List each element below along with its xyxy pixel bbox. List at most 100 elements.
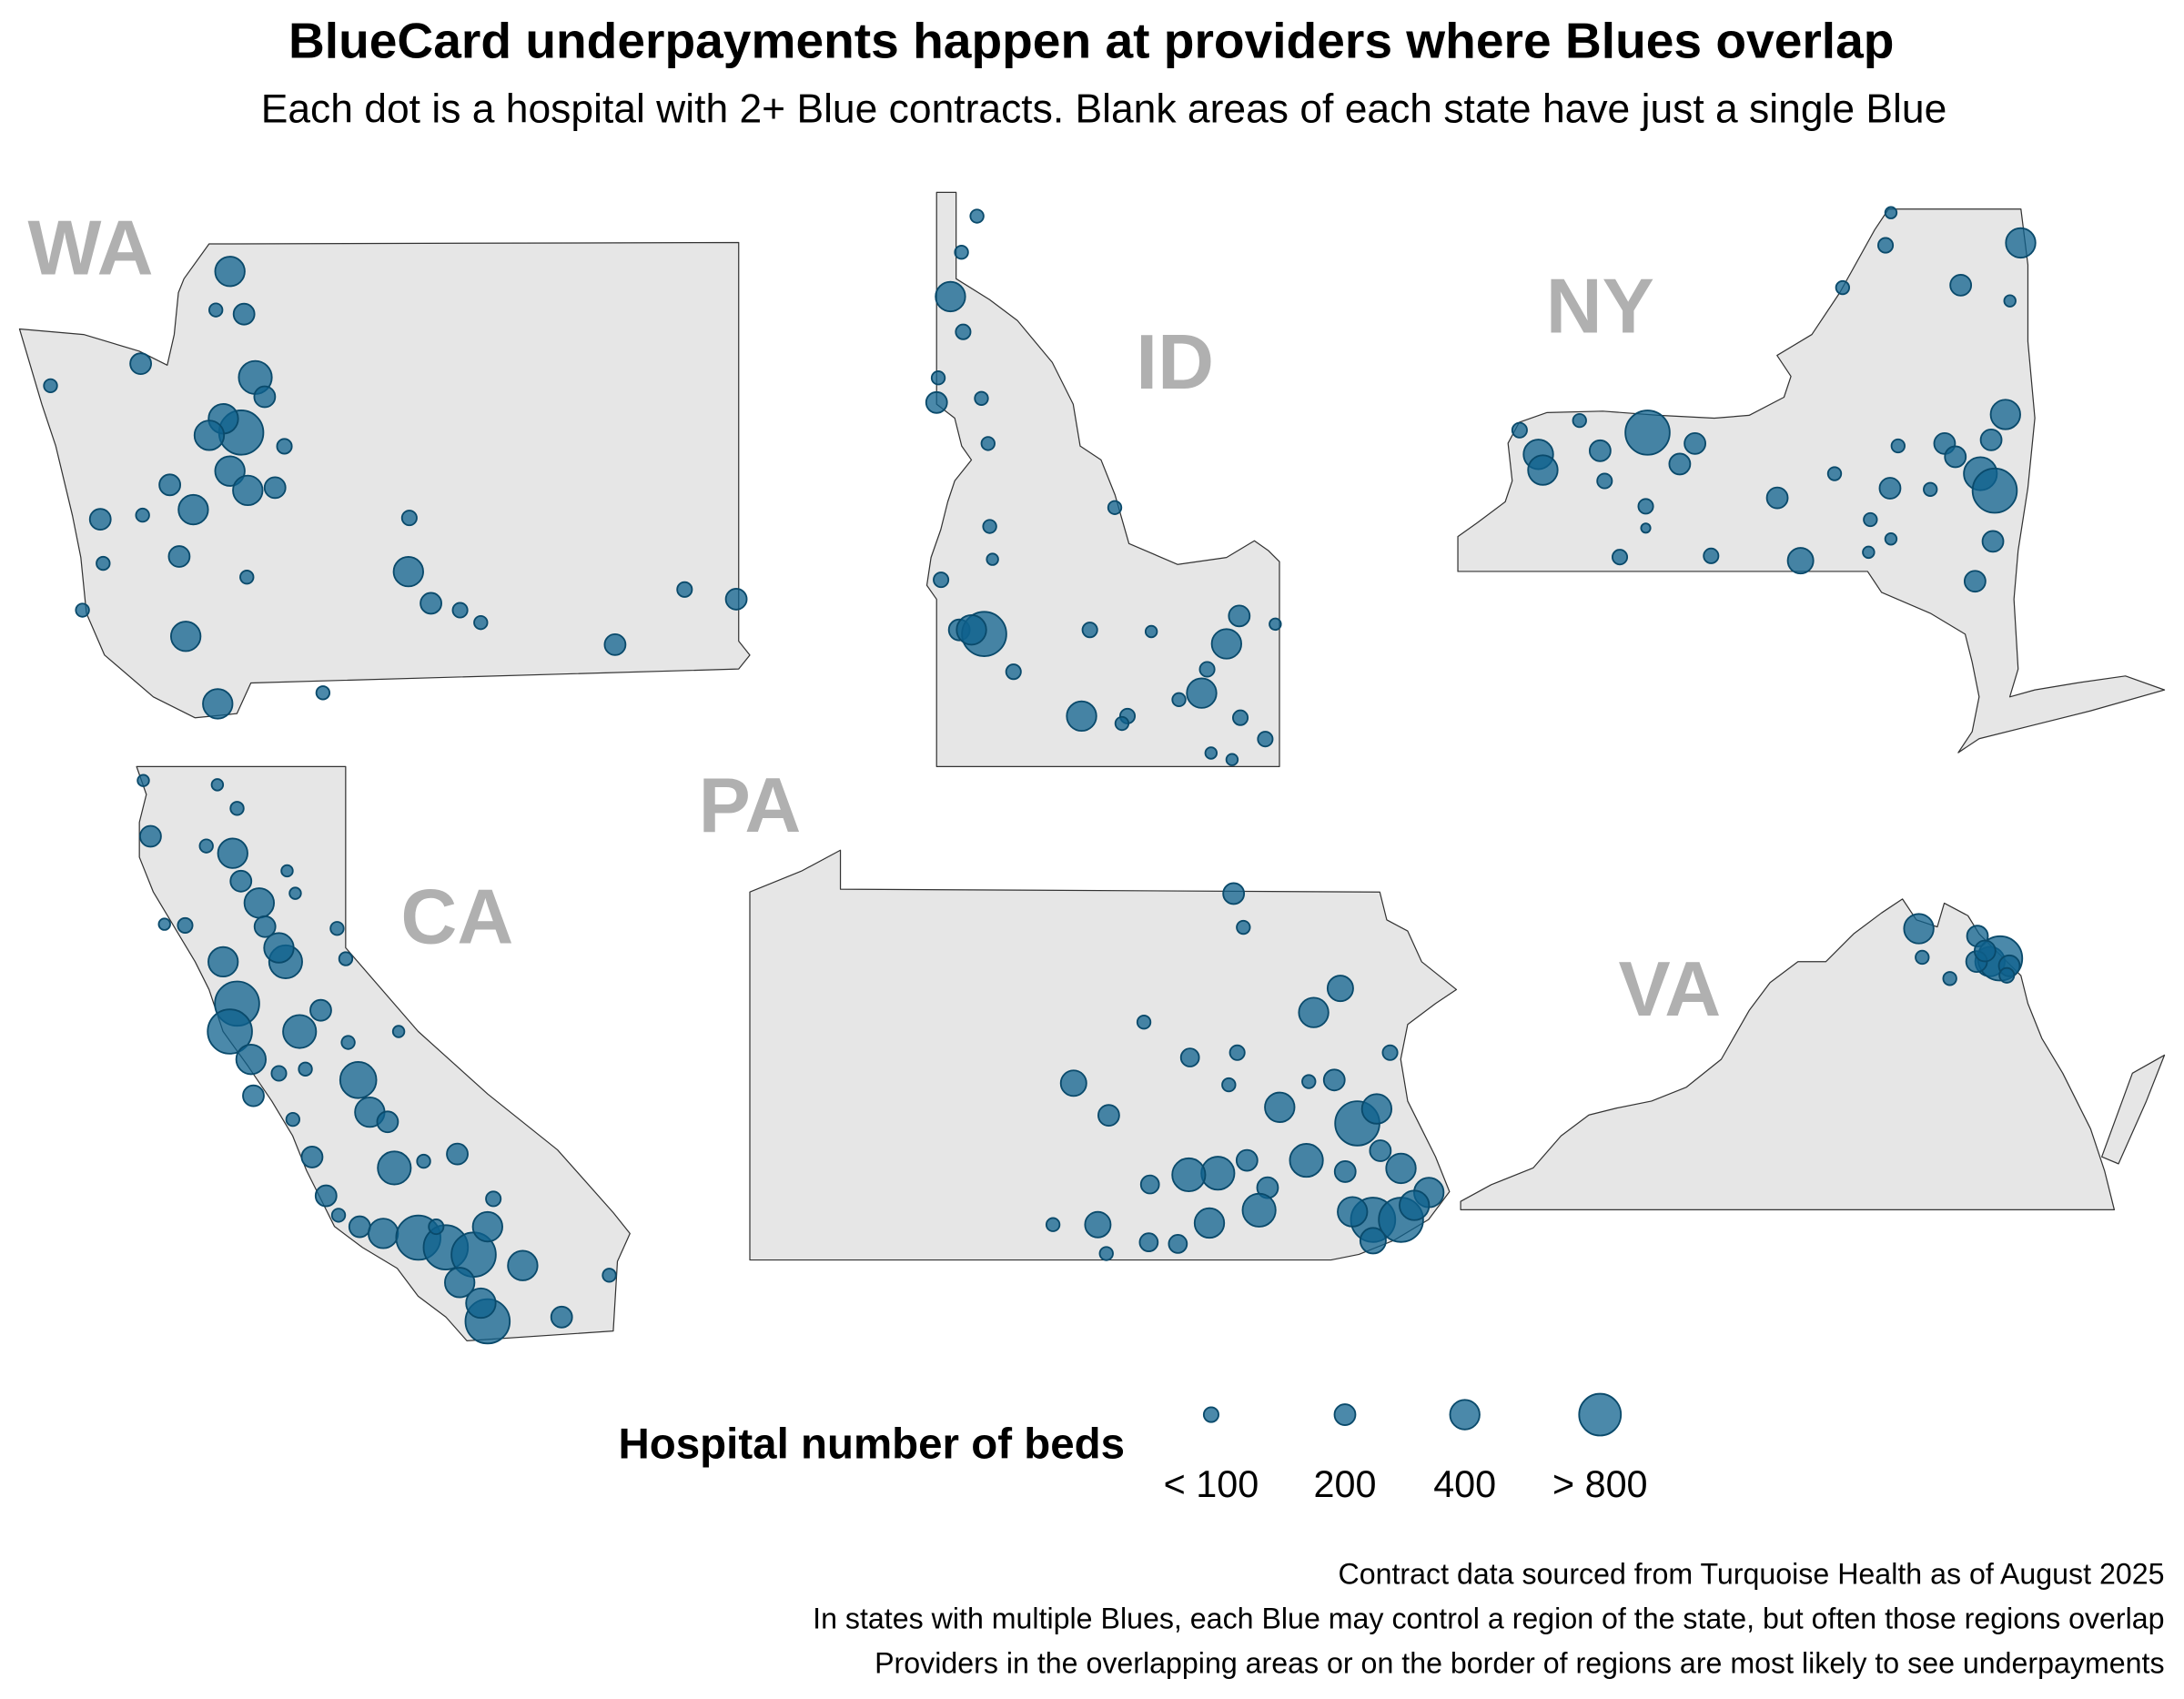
legend-dot (1333, 1403, 1357, 1426)
hospital-dot (136, 774, 150, 787)
hospital-dot (96, 555, 111, 571)
hospital-dot (420, 592, 442, 615)
state-shape (18, 241, 751, 719)
hospital-dot (300, 1146, 324, 1168)
hospital-dots (43, 206, 2037, 1345)
hospital-dot (167, 545, 191, 568)
state-label: WA (27, 204, 153, 291)
hospital-dot (348, 1215, 371, 1239)
hospital-dot (208, 302, 224, 318)
hospital-dot (974, 390, 989, 406)
hospital-dot (986, 552, 999, 566)
hospital-dot (1326, 975, 1354, 1003)
hospital-dot (1903, 913, 1935, 945)
hospital-dot (157, 917, 171, 931)
hospital-dot (270, 1065, 288, 1082)
hospital-dot (1973, 939, 1997, 963)
state-shape (136, 765, 631, 1341)
hospital-dot (1200, 1156, 1236, 1191)
hospital-dot (1360, 1093, 1393, 1125)
legend-label: > 800 (1552, 1463, 1648, 1505)
state-label: PA (699, 762, 802, 849)
hospital-dot (1257, 731, 1274, 748)
hospital-dot (1640, 522, 1652, 534)
hospital-dot (1322, 1068, 1346, 1092)
hospital-dot (1228, 604, 1251, 628)
state-label: CA (400, 874, 513, 961)
hospital-dot (1228, 1044, 1246, 1061)
hospital-dot (1884, 206, 1898, 219)
hospital-dot (507, 1249, 539, 1281)
hospital-dot (329, 921, 345, 936)
hospital-dot (1765, 486, 1789, 510)
legend-label: 200 (1313, 1463, 1376, 1505)
state-label: ID (1136, 319, 1214, 406)
hospital-dot (982, 519, 997, 534)
hospital-dot (1998, 966, 2016, 984)
hospital-dot (1923, 481, 1938, 497)
hospital-dot (217, 837, 248, 869)
chart-title: BlueCard underpayments happen at provide… (288, 13, 1895, 69)
hospital-dot (1786, 547, 1815, 575)
hospital-dot (1045, 1217, 1061, 1232)
hospital-dot (242, 1084, 265, 1107)
hospital-dot (2005, 227, 2037, 259)
hospital-dot (956, 614, 987, 646)
hospital-dot (969, 208, 985, 224)
hospital-dot (1059, 1069, 1087, 1097)
hospital-dot (603, 632, 627, 656)
hospital-dot (1236, 919, 1251, 935)
note: In states with multiple Blues, each Blue… (813, 1603, 2164, 1635)
hospital-dot (170, 621, 202, 652)
hospital-dot (1359, 1227, 1387, 1255)
hospital-dot (1703, 547, 1720, 564)
hospital-dot (285, 1111, 301, 1128)
hospital-dot (1884, 532, 1898, 546)
hospital-dot (280, 864, 294, 878)
hospital-dot (1981, 530, 2005, 553)
hospital-dot (935, 280, 966, 313)
hospital-dot (1890, 438, 1906, 454)
hospital-dot (1221, 1077, 1237, 1093)
hospital-dot (253, 385, 277, 409)
legend-label: 400 (1433, 1463, 1496, 1505)
hospital-dot (1241, 1192, 1277, 1228)
hospital-dot (135, 507, 150, 523)
notes: Contract data sourced from Turquoise Hea… (813, 1558, 2164, 1680)
hospital-dot (243, 887, 275, 919)
hospital-dot (428, 1219, 445, 1236)
hospital-dot (465, 1287, 497, 1320)
hospital-dot (338, 951, 354, 966)
hospital-dot (1668, 452, 1692, 476)
hospital-dot (288, 886, 302, 900)
hospital-dot (1264, 1091, 1296, 1123)
hospital-dot (139, 824, 162, 848)
hospital-dot (1081, 622, 1098, 639)
hospital-dot (1198, 661, 1216, 678)
hospital-dot (1098, 1246, 1114, 1261)
hospital-dot (229, 869, 253, 893)
hospital-dot (2003, 294, 2017, 308)
hospital-dot (1863, 511, 1878, 528)
hospital-dot (1225, 753, 1239, 766)
chart-subtitle: Each dot is a hospital with 2+ Blue cont… (261, 86, 1947, 131)
hospital-dot (177, 493, 209, 526)
hospital-dot (930, 370, 946, 386)
hospital-dot (1637, 498, 1654, 515)
legend: Hospital number of beds < 100 200 400 > 800 (619, 1392, 1648, 1505)
hospital-dot (1235, 1148, 1259, 1172)
legend-dot (1202, 1406, 1219, 1423)
hospital-dot (1204, 746, 1218, 760)
hospital-dot (446, 1142, 469, 1166)
hospital-dot (416, 1153, 431, 1169)
note: Contract data sourced from Turquoise Hea… (1338, 1558, 2164, 1591)
hospital-dot (392, 555, 424, 588)
state-label: VA (1618, 946, 1721, 1033)
hospital-dot (239, 570, 255, 585)
hospital-dot (1835, 279, 1851, 296)
hospital-dot (1511, 421, 1528, 439)
hospital-dot (1963, 570, 1987, 593)
hospital-dot (207, 1008, 253, 1055)
hospital-dot (214, 455, 246, 487)
